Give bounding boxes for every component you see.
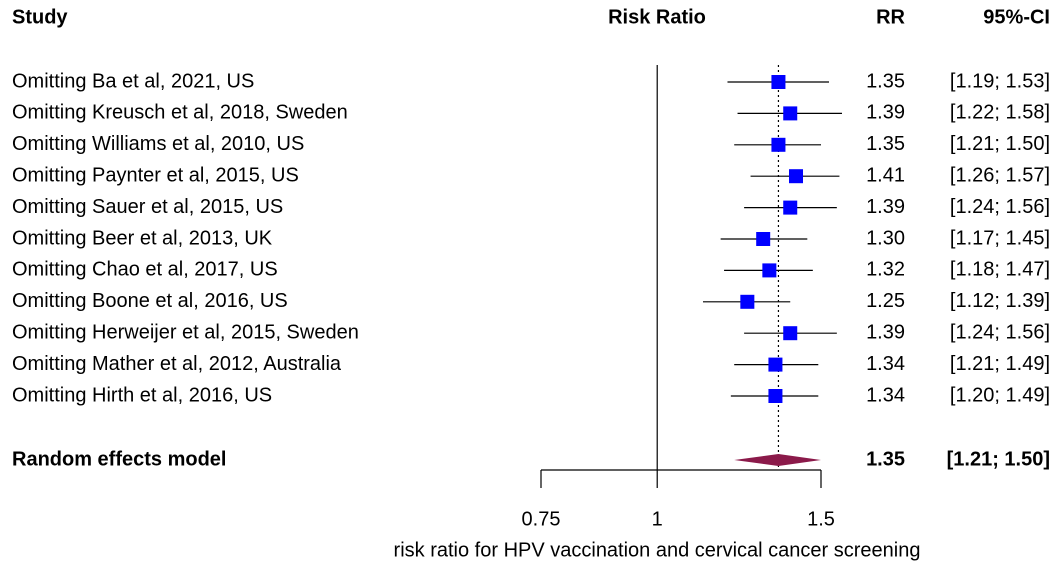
x-tick-label: 1.5 xyxy=(807,508,835,530)
study-label: Omitting Mather et al, 2012, Australia xyxy=(12,353,342,375)
rr-label: 1.39 xyxy=(866,196,905,218)
x-tick-label: 0.75 xyxy=(522,508,561,530)
point-estimate xyxy=(771,75,786,89)
ci-label: [1.17; 1.45] xyxy=(950,227,1050,249)
ci-label: [1.19; 1.53] xyxy=(950,70,1050,92)
point-estimate xyxy=(768,389,783,403)
rr-label: 1.30 xyxy=(866,227,905,249)
point-estimate xyxy=(783,326,798,341)
point-estimate xyxy=(783,106,798,121)
rr-label: 1.35 xyxy=(866,133,905,155)
study-label: Omitting Williams et al, 2010, US xyxy=(12,133,304,155)
rr-label: 1.34 xyxy=(866,384,905,406)
x-axis-title: risk ratio for HPV vaccination and cervi… xyxy=(394,539,921,561)
rr-label: 1.32 xyxy=(866,259,905,281)
rr-label: 1.25 xyxy=(866,290,905,312)
ci-label: [1.24; 1.56] xyxy=(950,321,1050,343)
study-label: Omitting Beer et al, 2013, UK xyxy=(12,227,273,249)
study-label: Omitting Herweijer et al, 2015, Sweden xyxy=(12,321,359,343)
study-label: Omitting Paynter et al, 2015, US xyxy=(12,164,299,186)
point-estimate xyxy=(771,137,786,152)
point-estimate xyxy=(756,232,771,246)
rr-label: 1.35 xyxy=(866,70,905,92)
ci-label: [1.18; 1.47] xyxy=(950,259,1050,281)
point-estimate xyxy=(762,263,777,278)
ci-label: [1.21; 1.49] xyxy=(950,353,1050,375)
study-label: Omitting Boone et al, 2016, US xyxy=(12,290,288,312)
summary-label: Random effects model xyxy=(12,448,226,470)
ci-label: [1.20; 1.49] xyxy=(950,384,1050,406)
study-label: Omitting Sauer et al, 2015, US xyxy=(12,196,283,218)
rr-label: 1.34 xyxy=(866,353,905,375)
column-header: 95%-CI xyxy=(983,6,1050,28)
x-tick-label: 1 xyxy=(652,508,663,530)
summary-rr: 1.35 xyxy=(866,448,905,470)
point-estimate xyxy=(740,294,755,309)
study-label: Omitting Hirth et al, 2016, US xyxy=(12,384,272,406)
summary-diamond xyxy=(734,454,821,466)
study-label: Omitting Ba et al, 2021, US xyxy=(12,70,254,92)
rr-label: 1.41 xyxy=(866,164,905,186)
rr-label: 1.39 xyxy=(866,102,905,124)
column-header: Risk Ratio xyxy=(608,6,706,28)
point-estimate xyxy=(789,169,804,184)
point-estimate xyxy=(768,357,783,372)
ci-label: [1.12; 1.39] xyxy=(950,290,1050,312)
ci-label: [1.24; 1.56] xyxy=(950,196,1050,218)
column-header: Study xyxy=(12,6,68,28)
column-header: RR xyxy=(876,6,905,28)
point-estimate xyxy=(783,200,798,215)
ci-label: [1.22; 1.58] xyxy=(950,102,1050,124)
summary-ci: [1.21; 1.50] xyxy=(947,448,1050,470)
ci-label: [1.21; 1.50] xyxy=(950,133,1050,155)
study-label: Omitting Kreusch et al, 2018, Sweden xyxy=(12,102,348,124)
ci-label: [1.26; 1.57] xyxy=(950,164,1050,186)
rr-label: 1.39 xyxy=(866,321,905,343)
study-label: Omitting Chao et al, 2017, US xyxy=(12,259,278,281)
